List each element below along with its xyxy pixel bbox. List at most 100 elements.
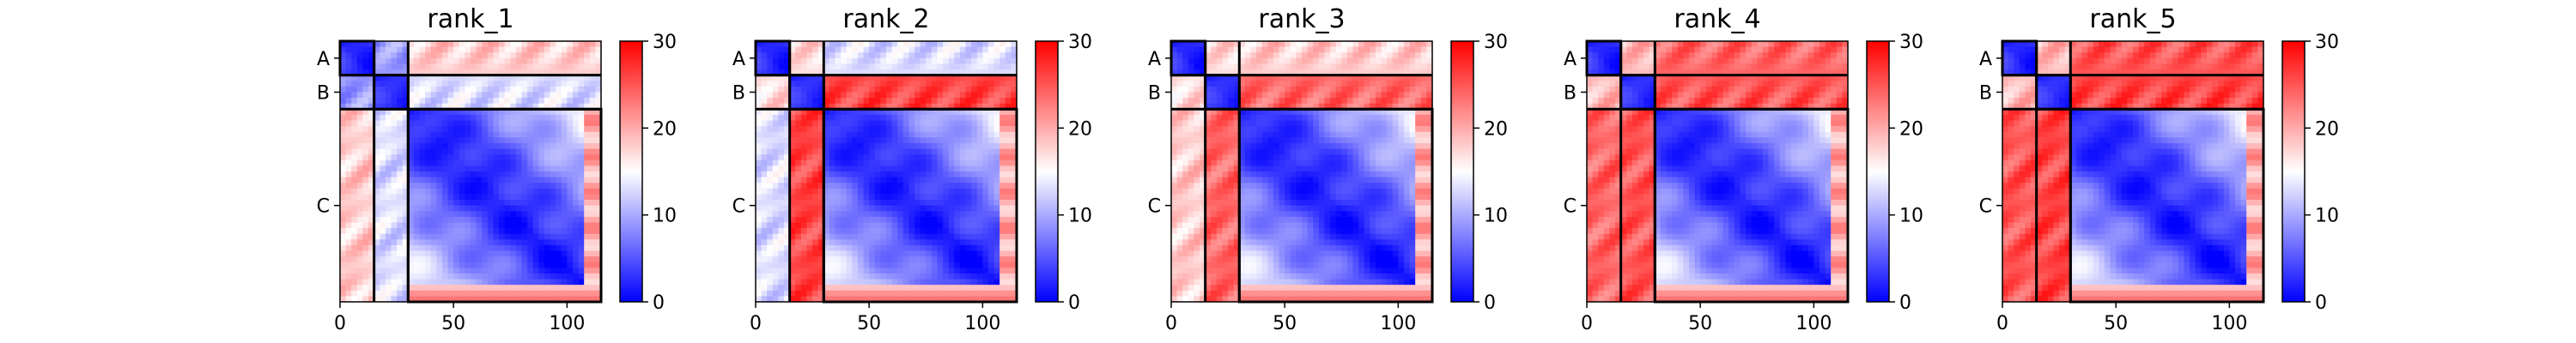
heatmap-cell [1302,120,1309,127]
heatmap-cell [1011,52,1018,59]
heatmap-cell [515,256,523,263]
heatmap-cell [880,177,887,184]
heatmap-cell [532,131,539,138]
heatmap-cell [447,120,454,127]
heatmap-cell [756,159,762,166]
heatmap-cell [595,222,602,229]
heatmap-cell [447,188,454,196]
heatmap-cell [976,148,983,155]
heatmap-cell [493,244,500,252]
heatmap-cell [982,98,989,105]
heatmap-cell [789,98,796,105]
heatmap-cell [1387,98,1394,105]
heatmap-cell [948,137,955,144]
heatmap-cell [1409,92,1416,99]
heatmap-cell [886,131,893,138]
heatmap-cell [402,256,409,263]
heatmap-cell [937,57,944,65]
heatmap-cell [767,92,774,99]
heatmap-cell [1409,81,1416,87]
heatmap-cell [1239,41,1246,48]
heatmap-cell [874,41,881,48]
heatmap-cell [863,75,870,81]
heatmap-cell [976,172,983,178]
heatmap-cell [436,52,443,59]
heatmap-cell [374,216,380,224]
heatmap-cell [453,296,460,303]
heatmap-cell [391,233,398,240]
heatmap-cell [561,250,568,257]
heatmap-cell [886,109,893,116]
heatmap-cell [1426,41,1433,48]
heatmap-cell [391,86,398,93]
heatmap-cell [351,148,358,155]
heatmap-cell [441,262,449,268]
heatmap-cell [425,63,432,70]
heatmap-cell [869,211,876,218]
heatmap-cell [999,69,1006,76]
heatmap-cell [1228,46,1235,53]
heatmap-cell [806,183,813,190]
heatmap-cell [1011,285,1018,292]
heatmap-cell [1409,63,1416,70]
heatmap-cell [584,98,591,105]
heatmap-cell [756,109,762,116]
heatmap-cell [515,120,523,127]
heatmap-cell [841,148,848,155]
heatmap-cell [926,244,933,252]
heatmap-cell [767,268,774,274]
heatmap-cell [385,262,392,268]
heatmap-cell [425,75,432,81]
heatmap-cell [521,142,528,150]
heatmap-cell [1205,81,1212,87]
heatmap-cell [1302,98,1309,105]
heatmap-cell [476,183,483,190]
heatmap-cell [397,268,404,274]
heatmap-cell [584,216,591,224]
heatmap-cell [362,205,369,212]
heatmap-cell [1188,92,1195,99]
heatmap-cell [368,256,375,263]
heatmap-cell [841,256,848,263]
heatmap-cell [544,159,551,166]
heatmap-cell [578,81,585,87]
heatmap-cell [419,250,426,257]
heatmap-cell [852,148,859,155]
heatmap-cell [340,216,347,224]
heatmap-cell [595,211,602,218]
heatmap-cell [544,200,551,207]
heatmap-cell [425,200,432,207]
heatmap-cell [572,86,580,93]
heatmap-cell [362,165,369,172]
heatmap-cell [482,228,489,235]
heatmap-cell [778,159,785,166]
heatmap-cell [778,194,785,201]
heatmap-cell [1176,114,1183,122]
heatmap-cell [436,137,443,144]
heatmap-cell [841,92,848,99]
heatmap-cell [430,228,437,235]
heatmap-cell [408,126,415,133]
heatmap-cell [943,256,950,263]
heatmap-cell [869,256,876,263]
heatmap-cell [589,244,596,252]
heatmap-cell [835,188,841,196]
heatmap-cell [846,172,853,178]
heatmap-cell [578,296,585,303]
heatmap-cell [1250,81,1257,87]
heatmap-cell [453,188,460,196]
heatmap-cell [408,256,415,263]
heatmap-cell [413,250,421,257]
heatmap-cell [1370,57,1376,65]
heatmap-cell [408,120,415,127]
heatmap-cell [397,194,404,201]
heatmap-cell [385,233,392,240]
heatmap-cell [948,148,955,155]
heatmap-cell [482,148,489,155]
heatmap-cell [425,205,432,212]
heatmap-cell [857,194,865,201]
heatmap-cell [441,290,449,297]
heatmap-cell [999,285,1006,292]
heatmap-cell [482,52,489,59]
heatmap-cell [863,222,870,229]
